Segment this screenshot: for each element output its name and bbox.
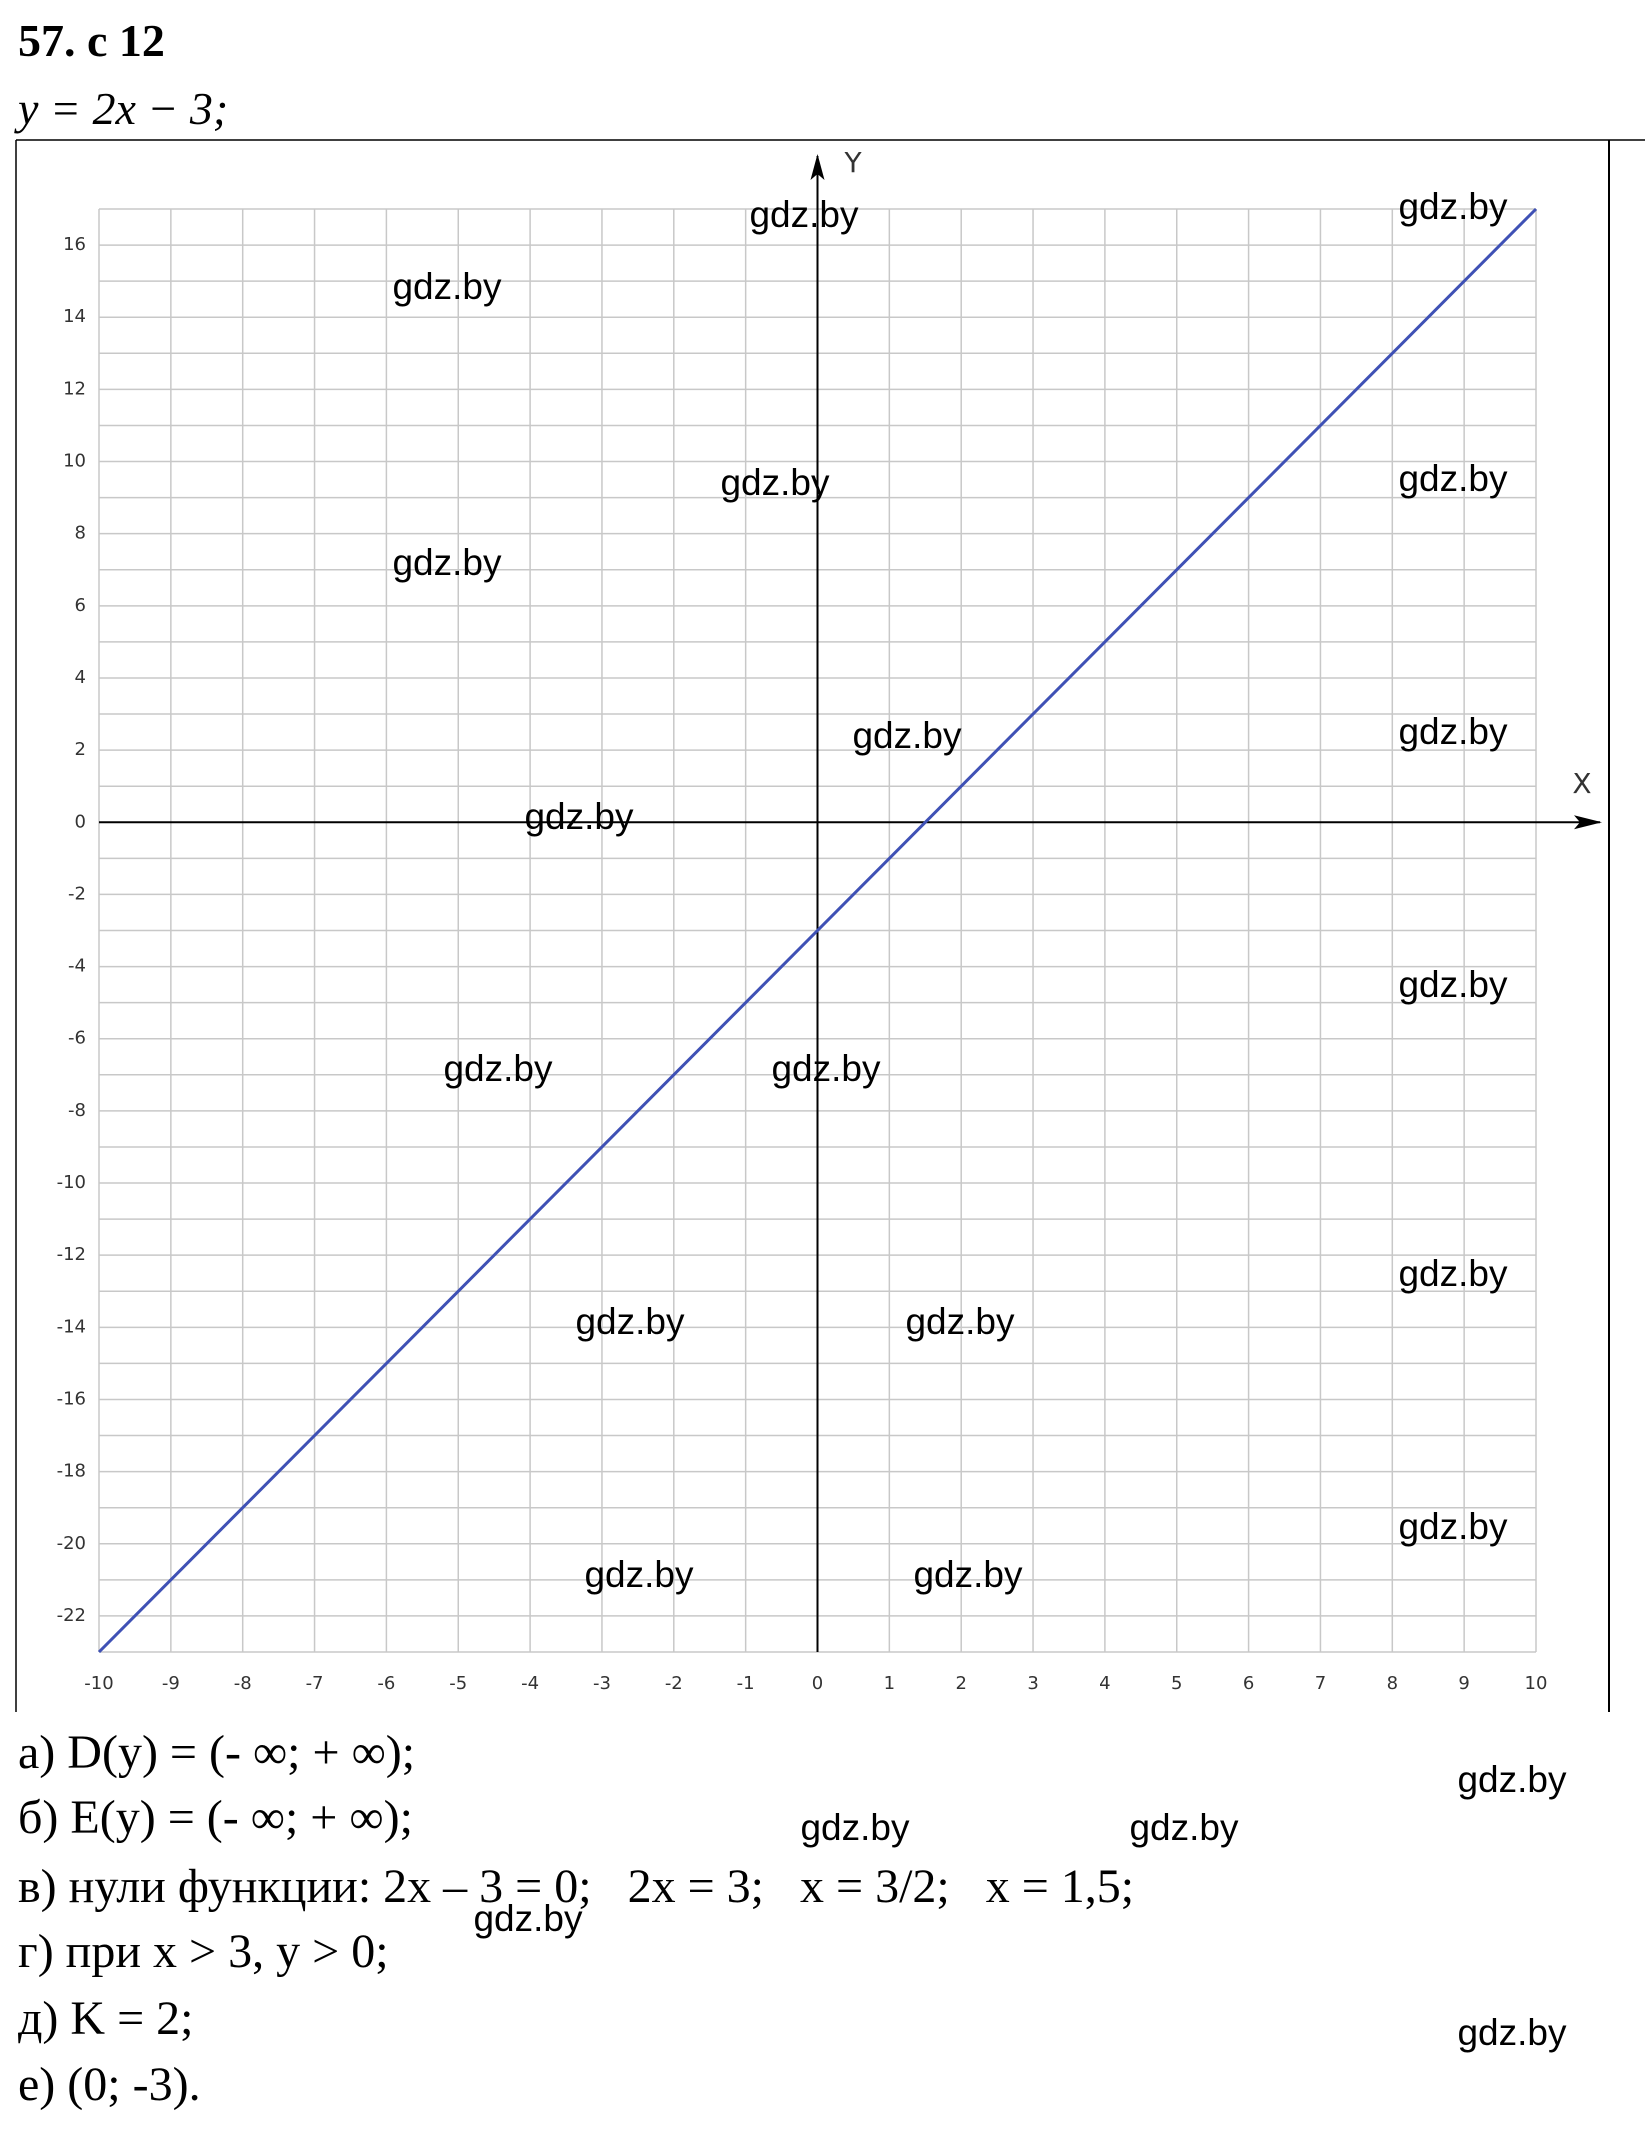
formula: y = 2x − 3; bbox=[14, 83, 228, 134]
answer-line: д) K = 2; bbox=[18, 1992, 193, 2045]
x-tick-label: 7 bbox=[1315, 1673, 1326, 1694]
watermark: gdz.by bbox=[392, 266, 502, 307]
watermark: gdz.by bbox=[1398, 1253, 1508, 1294]
x-tick-label: -6 bbox=[377, 1673, 395, 1694]
y-tick-label: -10 bbox=[57, 1172, 86, 1193]
watermark: gdz.by bbox=[905, 1301, 1015, 1342]
x-tick-label: 8 bbox=[1387, 1673, 1398, 1694]
line bbox=[97, 207, 1538, 1654]
x-tick-label: 9 bbox=[1458, 1673, 1469, 1694]
y-axis-arrow bbox=[810, 154, 825, 180]
x-tick-label: -4 bbox=[521, 1673, 539, 1694]
x-tick-label: 4 bbox=[1099, 1673, 1110, 1694]
y-tick-label: -12 bbox=[57, 1244, 86, 1265]
x-tick-label: -10 bbox=[84, 1673, 113, 1694]
watermark: gdz.by bbox=[800, 1807, 910, 1848]
y-tick-label: 12 bbox=[63, 378, 86, 399]
x-tick-label: 0 bbox=[812, 1673, 823, 1694]
x-tick-label: 3 bbox=[1027, 1673, 1038, 1694]
watermark: gdz.by bbox=[1398, 711, 1508, 752]
y-tick-label: -14 bbox=[57, 1316, 86, 1337]
y-tick-label: 8 bbox=[75, 523, 86, 544]
watermark: gdz.by bbox=[1398, 1506, 1508, 1547]
watermark: gdz.by bbox=[443, 1048, 553, 1089]
watermark: gdz.by bbox=[720, 462, 830, 503]
x-axis-label: X bbox=[1572, 767, 1591, 800]
y-tick-label: -16 bbox=[57, 1388, 86, 1409]
y-tick-label: -18 bbox=[57, 1461, 86, 1482]
watermark: gdz.by bbox=[1457, 2012, 1567, 2053]
x-tick-label: -2 bbox=[665, 1673, 683, 1694]
watermark: gdz.by bbox=[749, 194, 859, 235]
watermark: gdz.by bbox=[575, 1301, 685, 1342]
watermark: gdz.by bbox=[1398, 186, 1508, 227]
x-tick-label: 5 bbox=[1171, 1673, 1182, 1694]
y-tick-label: 4 bbox=[75, 667, 86, 688]
y-axis-label: Y bbox=[843, 146, 862, 179]
watermark: gdz.by bbox=[1398, 964, 1508, 1005]
watermark: gdz.by bbox=[524, 796, 634, 837]
watermark: gdz.by bbox=[771, 1048, 881, 1089]
y-tick-label: -20 bbox=[57, 1533, 86, 1554]
watermark: gdz.by bbox=[1398, 458, 1508, 499]
x-tick-label: 2 bbox=[955, 1673, 966, 1694]
x-tick-label: 10 bbox=[1525, 1673, 1548, 1694]
x-tick-label: -3 bbox=[593, 1673, 611, 1694]
watermark: gdz.by bbox=[473, 1898, 583, 1939]
x-tick-label: -9 bbox=[162, 1673, 180, 1694]
y-tick-label: -22 bbox=[57, 1605, 86, 1626]
y-tick-label: -6 bbox=[68, 1028, 86, 1049]
answer-line: б) E(y) = (- ∞; + ∞); bbox=[18, 1791, 413, 1844]
watermark: gdz.by bbox=[913, 1554, 1023, 1595]
y-tick-label: 14 bbox=[63, 306, 86, 327]
watermark: gdz.by bbox=[584, 1554, 694, 1595]
answer-line: е) (0; -3). bbox=[18, 2058, 201, 2111]
x-tick-label: -5 bbox=[449, 1673, 467, 1694]
answer-line: в) нули функции: 2x – 3 = 0; 2x = 3; x =… bbox=[18, 1860, 1134, 1913]
x-tick-label: 6 bbox=[1243, 1673, 1254, 1694]
answer-line: а) D(y) = (- ∞; + ∞); bbox=[18, 1726, 415, 1779]
watermark: gdz.by bbox=[392, 542, 502, 583]
y-tick-label: 10 bbox=[63, 451, 86, 472]
y-tick-label: -8 bbox=[68, 1100, 86, 1121]
watermark: gdz.by bbox=[1457, 1759, 1567, 1800]
title: 57. с 12 bbox=[18, 15, 165, 66]
watermark: gdz.by bbox=[1129, 1807, 1239, 1848]
answer-line: г) при x > 3, y > 0; bbox=[18, 1925, 389, 1978]
y-tick-label: -2 bbox=[68, 883, 86, 904]
y-tick-label: -4 bbox=[68, 956, 86, 977]
y-tick-label: 0 bbox=[75, 811, 86, 832]
x-tick-label: -8 bbox=[234, 1673, 252, 1694]
x-tick-label: -1 bbox=[737, 1673, 755, 1694]
chart-frame bbox=[15, 139, 1645, 1712]
y-tick-label: 16 bbox=[63, 234, 86, 255]
x-axis-arrow bbox=[1574, 815, 1602, 830]
x-tick-label: -7 bbox=[306, 1673, 324, 1694]
y-tick-label: 6 bbox=[75, 595, 86, 616]
x-tick-label: 1 bbox=[884, 1673, 895, 1694]
watermark: gdz.by bbox=[852, 715, 962, 756]
y-tick-label: 2 bbox=[75, 739, 86, 760]
